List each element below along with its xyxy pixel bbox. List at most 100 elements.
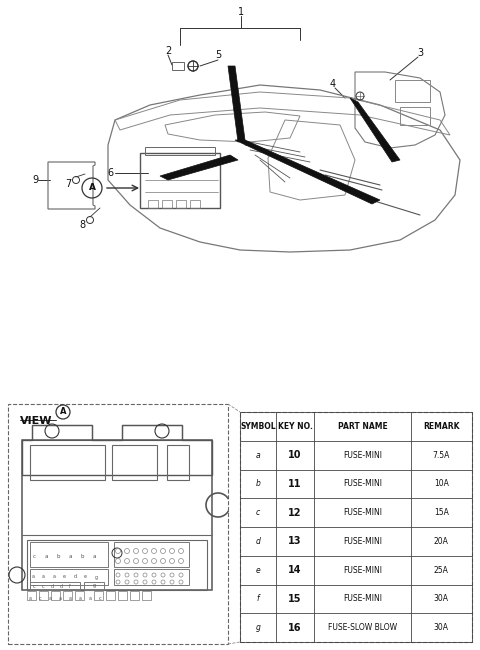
Text: c: c: [33, 584, 36, 588]
Bar: [30, 569, 108, 585]
Bar: [27, 591, 36, 600]
Bar: [39, 591, 48, 600]
Text: 8: 8: [79, 220, 85, 230]
Text: f: f: [69, 584, 71, 588]
Bar: [118, 591, 127, 600]
Text: 14: 14: [288, 565, 302, 575]
Bar: [63, 591, 72, 600]
Bar: [30, 445, 105, 480]
Text: 13: 13: [288, 536, 302, 547]
Text: a: a: [32, 575, 35, 580]
Text: A: A: [60, 408, 66, 417]
Text: g: g: [255, 623, 261, 632]
Text: d: d: [50, 584, 54, 588]
Text: FUSE-MINI: FUSE-MINI: [343, 594, 382, 603]
Bar: [30, 542, 108, 567]
Bar: [190, 200, 200, 208]
Text: e: e: [84, 575, 87, 580]
Bar: [395, 80, 430, 102]
Text: d: d: [255, 537, 261, 546]
Text: b: b: [56, 554, 60, 560]
Text: 12: 12: [288, 508, 302, 517]
Text: a: a: [68, 554, 72, 560]
Polygon shape: [160, 155, 238, 180]
Bar: [84, 582, 104, 590]
Text: 7: 7: [65, 179, 71, 189]
Text: a: a: [88, 595, 92, 601]
Text: a: a: [44, 554, 48, 560]
Text: 15: 15: [288, 594, 302, 604]
Bar: [27, 540, 207, 590]
Text: 11: 11: [288, 479, 302, 489]
Text: a: a: [42, 575, 45, 580]
Text: SYMBOL: SYMBOL: [240, 422, 276, 431]
Text: 30A: 30A: [434, 623, 449, 632]
Text: d: d: [60, 584, 62, 588]
Text: 10: 10: [288, 450, 302, 460]
Bar: [94, 591, 103, 600]
Bar: [122, 425, 182, 440]
Text: b: b: [255, 480, 261, 488]
Bar: [145, 147, 215, 155]
Bar: [148, 200, 158, 208]
Bar: [106, 591, 115, 600]
Text: f: f: [257, 594, 259, 603]
Text: e: e: [256, 566, 260, 575]
Bar: [400, 107, 430, 125]
Text: c: c: [39, 595, 41, 601]
Bar: [172, 62, 184, 70]
Text: FUSE-MINI: FUSE-MINI: [343, 566, 382, 575]
Text: 2: 2: [165, 46, 171, 56]
Text: REMARK: REMARK: [423, 422, 459, 431]
Text: FUSE-MINI: FUSE-MINI: [343, 480, 382, 488]
Text: b: b: [80, 554, 84, 560]
Bar: [140, 153, 220, 208]
Text: a: a: [48, 595, 51, 601]
Text: KEY NO.: KEY NO.: [277, 422, 312, 431]
Text: 4: 4: [330, 79, 336, 89]
Bar: [114, 542, 189, 567]
Bar: [51, 591, 60, 600]
Bar: [30, 582, 80, 590]
Polygon shape: [350, 98, 400, 162]
Text: 10A: 10A: [434, 480, 449, 488]
Text: FUSE-MINI: FUSE-MINI: [343, 508, 382, 517]
Text: a: a: [52, 575, 56, 580]
Bar: [162, 200, 172, 208]
Text: 5: 5: [215, 50, 221, 60]
Text: c: c: [256, 508, 260, 517]
Bar: [130, 591, 139, 600]
Text: a: a: [79, 595, 82, 601]
Text: PART NAME: PART NAME: [337, 422, 387, 431]
Text: 16: 16: [288, 623, 302, 632]
Text: 7.5A: 7.5A: [432, 450, 450, 460]
Bar: [32, 425, 92, 440]
Text: VIEW: VIEW: [20, 416, 52, 426]
Text: d: d: [73, 575, 77, 580]
Bar: [75, 591, 84, 600]
Text: FUSE-MINI: FUSE-MINI: [343, 450, 382, 460]
Text: A: A: [88, 183, 96, 192]
Bar: [22, 440, 212, 590]
Text: a: a: [92, 554, 96, 560]
Text: c: c: [33, 554, 36, 560]
Bar: [142, 591, 151, 600]
Text: FUSE-MINI: FUSE-MINI: [343, 537, 382, 546]
Bar: [112, 445, 157, 480]
Text: 20A: 20A: [434, 537, 449, 546]
Text: 15A: 15A: [434, 508, 449, 517]
Text: FUSE-SLOW BLOW: FUSE-SLOW BLOW: [328, 623, 397, 632]
Text: a: a: [256, 450, 260, 460]
Text: 3: 3: [417, 48, 423, 58]
Text: a: a: [69, 595, 72, 601]
Polygon shape: [235, 140, 380, 204]
Bar: [114, 569, 189, 585]
Bar: [176, 200, 186, 208]
Bar: [167, 445, 189, 480]
Text: g: g: [93, 584, 96, 588]
Text: c: c: [99, 595, 101, 601]
Text: 25A: 25A: [434, 566, 449, 575]
Bar: [8, 404, 228, 644]
Text: c: c: [42, 584, 44, 588]
Text: g: g: [95, 575, 97, 580]
